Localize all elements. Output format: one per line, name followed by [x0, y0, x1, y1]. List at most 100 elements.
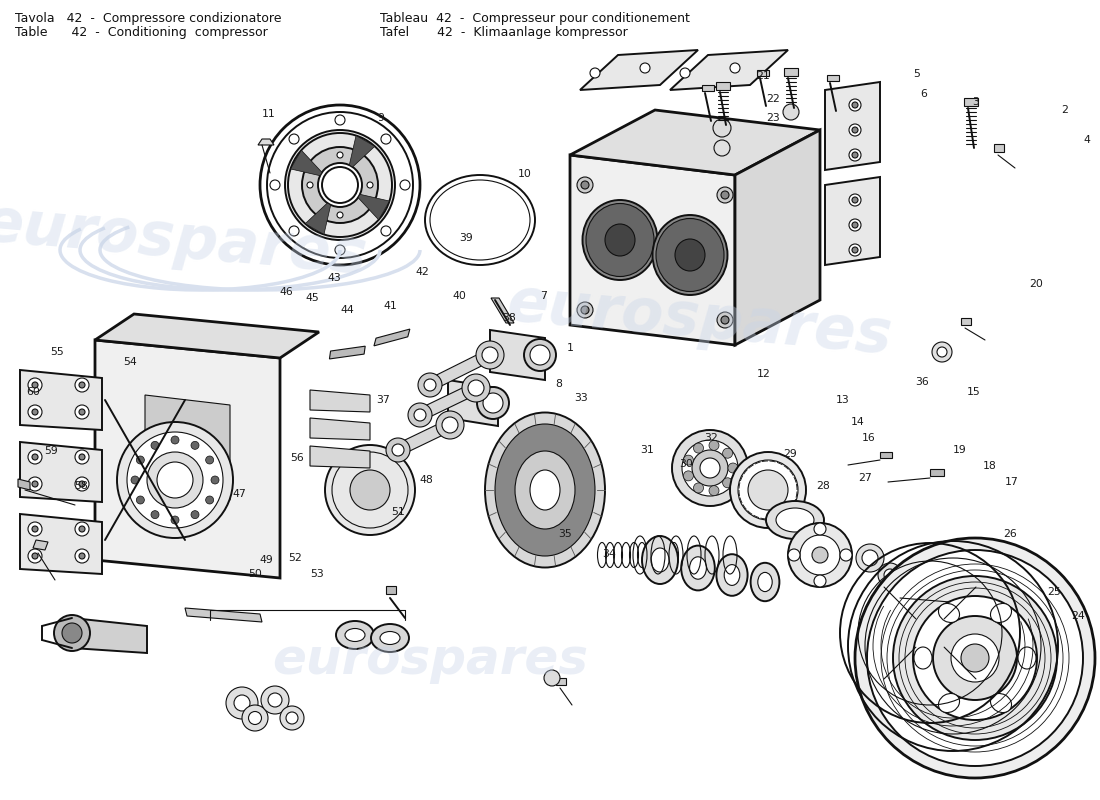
- Circle shape: [408, 403, 432, 427]
- Circle shape: [717, 312, 733, 328]
- Circle shape: [79, 454, 85, 460]
- Polygon shape: [374, 329, 410, 346]
- Circle shape: [414, 409, 426, 421]
- Circle shape: [268, 693, 282, 707]
- Text: 17: 17: [1005, 477, 1019, 486]
- Circle shape: [738, 460, 798, 520]
- Polygon shape: [670, 50, 788, 90]
- Text: 39: 39: [460, 234, 473, 243]
- Text: 55: 55: [51, 347, 64, 357]
- Circle shape: [226, 687, 258, 719]
- Circle shape: [812, 547, 828, 563]
- Text: 20: 20: [1030, 279, 1043, 289]
- Circle shape: [289, 134, 299, 144]
- Circle shape: [336, 115, 345, 125]
- Polygon shape: [95, 314, 319, 358]
- Circle shape: [32, 454, 39, 460]
- Circle shape: [280, 706, 304, 730]
- Circle shape: [693, 483, 704, 493]
- Circle shape: [442, 417, 458, 433]
- Polygon shape: [757, 70, 769, 76]
- Text: 14: 14: [851, 418, 865, 427]
- Circle shape: [350, 470, 390, 510]
- Text: 56: 56: [290, 453, 304, 462]
- Circle shape: [54, 615, 90, 651]
- Polygon shape: [702, 85, 714, 91]
- Circle shape: [32, 481, 39, 487]
- Ellipse shape: [990, 694, 1012, 713]
- Circle shape: [79, 409, 85, 415]
- Text: 3: 3: [972, 98, 979, 107]
- Circle shape: [75, 549, 89, 563]
- Polygon shape: [310, 418, 370, 440]
- Polygon shape: [570, 110, 820, 175]
- Text: 6: 6: [921, 89, 927, 98]
- Polygon shape: [18, 479, 30, 490]
- Circle shape: [32, 409, 39, 415]
- Circle shape: [28, 522, 42, 536]
- Text: 18: 18: [983, 461, 997, 470]
- Circle shape: [640, 63, 650, 73]
- Circle shape: [32, 526, 39, 532]
- Circle shape: [713, 119, 732, 137]
- Polygon shape: [930, 469, 944, 476]
- Circle shape: [392, 444, 404, 456]
- Circle shape: [318, 163, 362, 207]
- Polygon shape: [827, 75, 839, 81]
- Polygon shape: [961, 318, 971, 325]
- Circle shape: [400, 180, 410, 190]
- Circle shape: [849, 149, 861, 161]
- Circle shape: [849, 244, 861, 256]
- Polygon shape: [735, 130, 820, 345]
- Circle shape: [483, 393, 503, 413]
- Polygon shape: [556, 678, 566, 685]
- Text: 58: 58: [75, 482, 88, 491]
- Text: 53: 53: [310, 570, 323, 579]
- Circle shape: [849, 99, 861, 111]
- Ellipse shape: [336, 621, 374, 649]
- Polygon shape: [72, 618, 147, 653]
- Circle shape: [852, 197, 858, 203]
- Text: 27: 27: [858, 474, 871, 483]
- Text: 45: 45: [306, 293, 319, 302]
- Circle shape: [302, 147, 378, 223]
- Ellipse shape: [690, 557, 706, 579]
- Circle shape: [336, 245, 345, 255]
- Circle shape: [381, 134, 390, 144]
- Ellipse shape: [766, 501, 824, 539]
- Polygon shape: [258, 139, 274, 145]
- Text: 48: 48: [420, 475, 433, 485]
- Circle shape: [32, 382, 39, 388]
- Circle shape: [75, 378, 89, 392]
- Ellipse shape: [1018, 647, 1036, 669]
- Circle shape: [855, 538, 1094, 778]
- Circle shape: [477, 387, 509, 419]
- Polygon shape: [350, 135, 375, 167]
- FancyArrow shape: [417, 382, 478, 421]
- Circle shape: [285, 130, 395, 240]
- Ellipse shape: [938, 603, 959, 622]
- Circle shape: [849, 219, 861, 231]
- Circle shape: [961, 644, 989, 672]
- Text: Tableau  42  -  Compresseur pour conditionement: Tableau 42 - Compresseur pour conditione…: [379, 12, 690, 25]
- Text: 12: 12: [757, 370, 770, 379]
- Circle shape: [261, 686, 289, 714]
- Circle shape: [242, 705, 268, 731]
- Text: Table      42  -  Conditioning  compressor: Table 42 - Conditioning compressor: [15, 26, 267, 39]
- Circle shape: [852, 222, 858, 228]
- FancyArrow shape: [427, 350, 493, 390]
- Polygon shape: [386, 586, 396, 594]
- Ellipse shape: [675, 239, 705, 271]
- Circle shape: [867, 550, 1084, 766]
- Ellipse shape: [586, 203, 654, 277]
- Circle shape: [720, 191, 729, 199]
- Polygon shape: [20, 370, 102, 430]
- Circle shape: [710, 486, 719, 496]
- Circle shape: [337, 152, 343, 158]
- Text: 5: 5: [913, 70, 920, 79]
- Polygon shape: [716, 82, 730, 90]
- Circle shape: [307, 182, 314, 188]
- Polygon shape: [491, 298, 514, 323]
- Text: 28: 28: [816, 482, 829, 491]
- Circle shape: [852, 127, 858, 133]
